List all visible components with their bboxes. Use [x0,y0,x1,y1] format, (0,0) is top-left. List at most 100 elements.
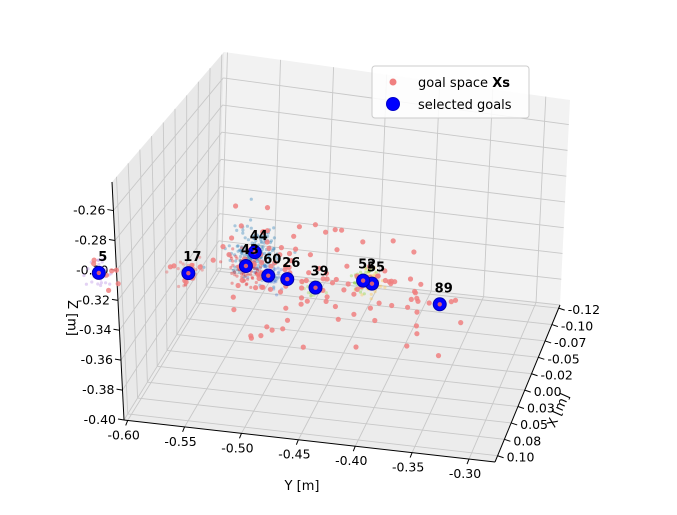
y-tick-label: -0.30 [449,466,481,481]
x-axis-line [494,304,561,463]
cluster-point [253,266,257,271]
cluster-point [367,269,371,273]
cluster-point [255,268,260,272]
cluster-point [250,241,254,245]
selected-goal-center [369,281,375,286]
goal-space-point [303,277,309,284]
cluster-point [246,272,250,276]
cluster-point [235,274,239,278]
cluster-point [364,267,368,271]
cluster-point [264,265,268,269]
cluster-point [274,280,278,284]
cluster-point [100,257,105,261]
goal-space-point [351,291,357,297]
grid-line-z-left [123,267,219,421]
goal-space-point [248,335,254,341]
goal-space-point [171,263,177,269]
cluster-point [249,197,253,201]
cluster-point [324,291,328,295]
cluster-point [97,262,101,266]
goal-space-point [238,223,244,229]
goal-space-point [414,295,420,301]
cluster-point [257,263,261,267]
cluster-point [241,231,245,235]
cluster-point [232,270,236,274]
cluster-point [82,273,86,278]
goal-space-point [264,324,270,330]
grid-line-y [127,268,222,421]
y-tick-label: -0.35 [392,460,424,475]
cluster-point [181,262,185,266]
cluster-point [276,266,280,270]
x-tick-label: 0.03 [527,401,555,416]
goal-space-point [283,305,289,311]
goal-space-point [284,317,291,323]
goal-space-point [320,276,326,282]
goal-space-point [376,300,382,306]
goal-space-point [329,280,336,286]
goal-space-point [109,268,115,274]
goal-space-point [277,252,283,258]
goal-space-point [360,239,366,245]
cluster-point [273,267,277,271]
goal-space-point [452,297,459,303]
left-pane [112,52,224,420]
cluster-point [258,266,262,270]
cluster-point [251,235,255,239]
cluster-point [359,270,363,274]
goal-space-point [293,246,299,252]
x-tick-label: 0.10 [507,450,535,465]
cluster-point [231,259,235,263]
grid-line-z-back [219,213,563,254]
x-tick [544,340,552,344]
goal-space-point [268,263,274,269]
cluster-point [352,281,357,285]
grid-line-z-left [114,104,223,241]
cluster-point [233,253,237,257]
goal-space-point [306,270,312,276]
goal-label: 44 [250,229,268,244]
cluster-point [104,281,108,285]
goal-space-point [258,333,264,339]
cluster-point [202,265,206,269]
goal-space-point [264,239,270,245]
cluster-point [194,268,198,272]
cluster-point [251,236,256,240]
cluster-point [231,247,235,251]
goal-space-point [353,344,359,350]
cluster-point [275,277,279,281]
goal-label: 26 [282,256,300,271]
cluster-point [263,263,267,267]
y-tick [182,426,186,433]
cluster-point [257,243,261,247]
cluster-point [373,290,377,294]
selected-goal-center [243,263,249,269]
cluster-point [252,270,256,274]
goal-space-point [288,258,294,264]
goal-space-point [388,278,394,284]
cluster-point [255,259,259,264]
cluster-point [243,236,247,240]
cluster-point [249,285,253,289]
cluster-point [257,258,261,262]
cluster-point [272,247,276,251]
goal-space-point [324,294,330,300]
goal-space-point [106,287,112,293]
goal-space-point [296,224,302,230]
cluster-point [266,261,270,265]
goal-space-point [256,275,262,282]
goal-space-point [414,331,420,337]
goal-space-point [323,229,329,235]
goal-space-point [335,316,341,322]
y-axis-line [123,419,496,463]
grid-line-z-left [113,77,224,211]
goal-space-point [253,285,259,291]
cluster-point [235,256,239,260]
goal-space-point [390,238,396,244]
selected-goal-center [313,285,318,290]
cluster-point [275,293,279,297]
goal-space-point [341,287,347,293]
cluster-point [246,275,250,279]
cluster-point [266,261,270,265]
cluster-point [251,276,255,280]
